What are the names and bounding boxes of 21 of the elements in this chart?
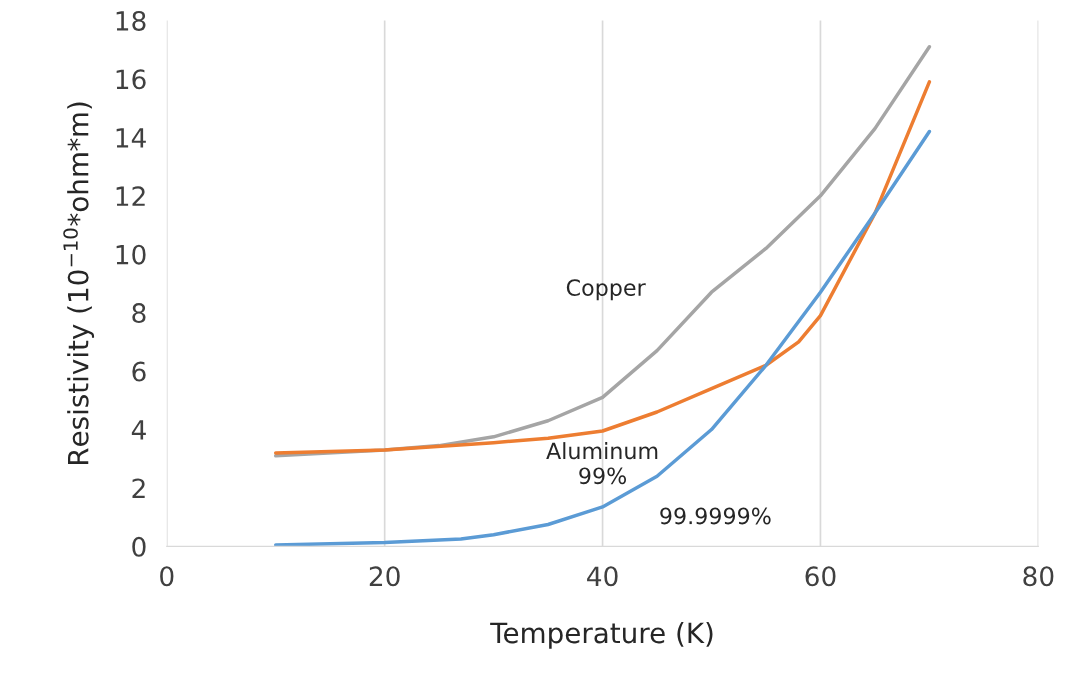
x-tick-label: 20: [369, 566, 400, 587]
x-tick-label: 80: [1023, 566, 1054, 587]
x-axis-title: Temperature (K): [490, 621, 713, 649]
x-tick-label: 40: [587, 566, 618, 587]
y-tick-label: 18: [116, 10, 146, 31]
line-series: [273, 129, 932, 547]
y-tick-label: 0: [132, 536, 146, 557]
y-tick-label: 12: [116, 186, 145, 206]
y-tick-label: 14: [116, 128, 146, 148]
y-tick-label: 4: [131, 420, 146, 440]
x-tick-label: 60: [805, 566, 836, 587]
series-label: Aluminum 99%: [546, 442, 658, 485]
series-label: Copper: [566, 279, 646, 301]
y-tick-label: 10: [116, 244, 146, 265]
y-tick-label: 6: [132, 361, 146, 382]
series-label: 99.9999%: [660, 507, 771, 525]
y-tick-label: 2: [132, 478, 145, 498]
y-tick-label: 16: [116, 69, 146, 90]
y-axis-title: Resistivity (10$^{−10}$*ohm*m): [63, 102, 95, 465]
x-tick-label: 0: [160, 566, 174, 587]
y-tick-label: 8: [132, 303, 146, 324]
